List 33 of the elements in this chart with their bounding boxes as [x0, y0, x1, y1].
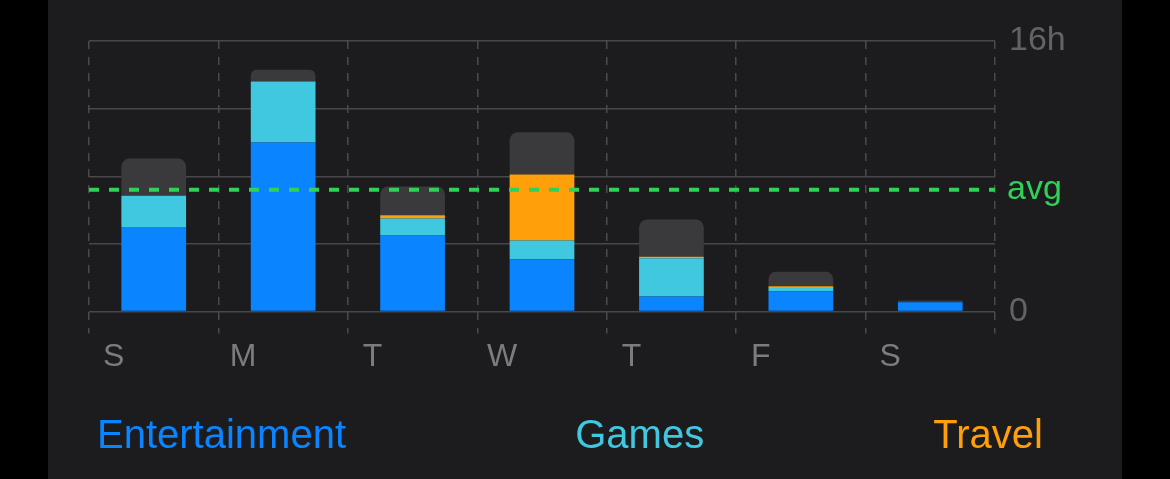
bar [639, 219, 704, 257]
bar [639, 296, 704, 311]
bar [639, 258, 704, 297]
x-tick-label: M [229, 336, 257, 373]
bar [380, 215, 445, 219]
bar [250, 142, 316, 311]
x-tick-label: S [103, 336, 125, 373]
bar [509, 240, 575, 260]
bar [509, 132, 575, 175]
text: Travel [933, 411, 1043, 458]
bar [897, 302, 963, 311]
x-tick-label: T [621, 336, 642, 373]
bar [121, 227, 187, 311]
bar [509, 174, 575, 241]
bar [509, 259, 575, 311]
x-tick-label: F [751, 336, 771, 373]
text: Entertainment [97, 411, 347, 458]
bar [768, 271, 834, 287]
bar [121, 195, 187, 228]
text: Games [575, 411, 705, 458]
y-tick-label: 16h [1009, 19, 1066, 58]
x-tick-label: T [362, 336, 383, 373]
ref-line-label: avg [1007, 168, 1062, 207]
bar [250, 69, 316, 82]
x-tick-label: S [879, 336, 901, 373]
bar [250, 81, 316, 143]
bar [768, 291, 834, 311]
bar [380, 186, 445, 216]
bar [380, 218, 445, 236]
y-tick-label: 0 [1009, 289, 1028, 328]
x-tick-label: W [486, 336, 518, 373]
bar [121, 158, 187, 196]
bar [380, 235, 445, 311]
